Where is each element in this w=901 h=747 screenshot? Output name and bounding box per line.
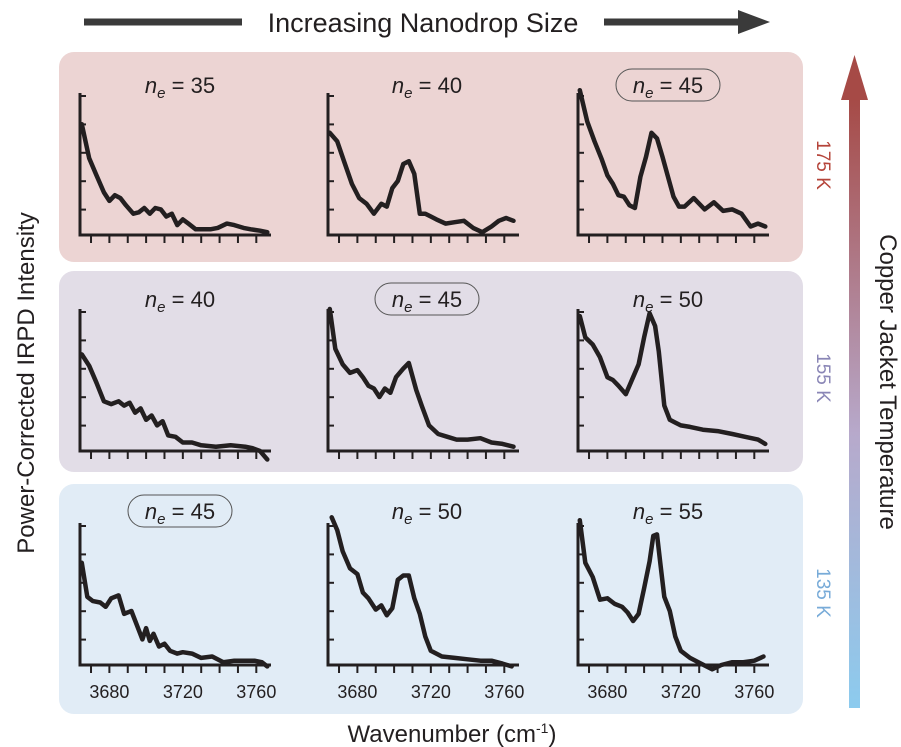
size-arrow-label: Increasing Nanodrop Size [268, 8, 579, 38]
spectrum-trace [79, 352, 270, 462]
cluster-size-label: ne = 55 [633, 499, 703, 528]
highlight-pill [127, 494, 233, 528]
x-tick-label: 3680 [587, 682, 627, 702]
cluster-size-label: ne = 45 [145, 499, 215, 528]
subplot-r1-c1: ne = 35 [78, 73, 271, 243]
row-panel-135k [59, 484, 803, 714]
x-tick-label: 3720 [411, 682, 451, 702]
cluster-size-label: ne = 40 [145, 287, 215, 316]
x-tick-label: 3720 [163, 682, 203, 702]
temp-label-175k: 175 K [812, 140, 833, 190]
y-axis-label: Power-Corrected IRPD Intensity [13, 212, 40, 553]
cluster-size-label: ne = 40 [392, 73, 462, 102]
size-arrow: Increasing Nanodrop Size [84, 8, 770, 38]
cluster-size-label: ne = 45 [392, 287, 462, 316]
size-arrow-head [738, 10, 770, 34]
subplot-r2-c3: ne = 50 [576, 287, 769, 459]
cluster-size-label: ne = 50 [392, 499, 462, 528]
x-tick-label: 3680 [89, 682, 129, 702]
x-tick-label: 3760 [734, 682, 774, 702]
subplots: ne = 35 ne = 40 ne = 45 ne = 40 ne = 45 ne = … [78, 68, 774, 702]
temperature-arrow [841, 55, 868, 708]
spectrum-trace [329, 515, 514, 669]
right-axis-label: Copper Jacket Temperature [874, 234, 901, 530]
cluster-size-label: ne = 35 [145, 73, 215, 102]
highlight-pill [615, 68, 721, 102]
temperature-arrow-shaft [849, 98, 860, 708]
x-tick-label: 3720 [661, 682, 701, 702]
spectrum-trace [327, 130, 516, 235]
highlight-pill [374, 282, 480, 316]
subplot-r3-c1: 3680 3720 3760 ne = 45 [78, 494, 276, 702]
spectrum-trace [79, 121, 270, 235]
subplot-r2-c2: ne = 45 [326, 282, 519, 459]
x-axis-label: Wavenumber (cm-1) [348, 720, 557, 747]
spectrum-trace [577, 87, 768, 229]
spectrum-trace [327, 306, 516, 449]
subplot-r3-c3: 3680 3720 3760 ne = 55 [576, 499, 774, 702]
spectrum-trace [577, 517, 766, 672]
row-panel-155k [59, 271, 803, 472]
spectrum-trace [577, 311, 768, 447]
temp-label-135k: 135 K [812, 568, 833, 618]
subplot-r3-c2: 3680 3720 3760 ne = 50 [326, 499, 524, 702]
x-tick-label: 3760 [484, 682, 524, 702]
subplot-r1-c2: ne = 40 [326, 73, 519, 243]
row-panel-175k [59, 52, 803, 262]
x-tick-label: 3760 [236, 682, 276, 702]
temperature-arrow-head [841, 55, 868, 100]
subplot-r1-c3: ne = 45 [576, 68, 769, 243]
spectrum-trace [79, 560, 270, 669]
temp-label-155k: 155 K [812, 353, 833, 403]
cluster-size-label: ne = 45 [633, 73, 703, 102]
subplot-r2-c1: ne = 40 [78, 287, 271, 462]
x-tick-label: 3680 [337, 682, 377, 702]
cluster-size-label: ne = 50 [633, 287, 703, 316]
